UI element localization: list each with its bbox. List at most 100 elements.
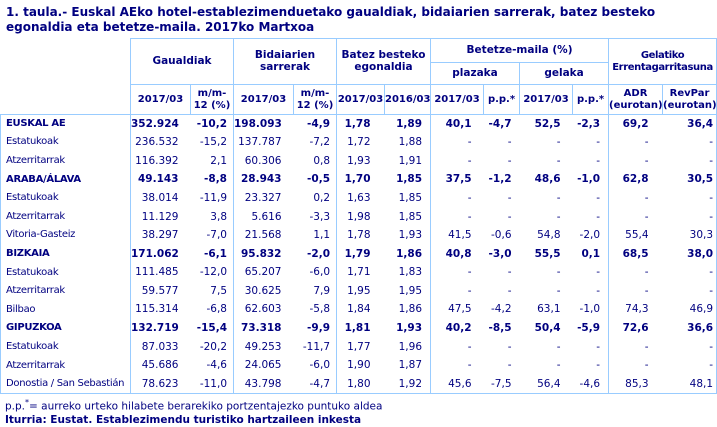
data-cell: -5,9 xyxy=(572,319,610,338)
data-cell: 49.253 xyxy=(244,340,282,353)
data-cell: 45.686 xyxy=(141,359,179,372)
table-row: ARABA/ÁLAVA 49.143 -8,8 28.943 -0,5 1,70 1,85 3… xyxy=(0,170,717,189)
data-cell: -3,0 xyxy=(488,247,512,260)
data-cell: 1,93 xyxy=(384,319,432,338)
data-cell: -6,0 xyxy=(293,263,338,282)
data-cell: 111.485 xyxy=(135,266,179,279)
table-row: EUSKAL AE 352.924 -10,2 198.093 -4,9 1,78 1,89… xyxy=(0,114,717,134)
data-cell: - xyxy=(662,151,717,171)
data-cell: 54,8 xyxy=(537,229,561,242)
data-cell: 1,93 xyxy=(347,154,371,167)
data-cell: 40,8 xyxy=(445,247,472,260)
data-cell: 30.625 xyxy=(244,284,282,297)
column-header: 2017/03 xyxy=(130,84,191,115)
table-row: Atzerritarrak 11.129 3,8 5.616 -3,3 1,98 1,85 -… xyxy=(0,207,717,227)
column-header: p.p.* xyxy=(483,84,521,115)
subgroup-plazaka: plazaka xyxy=(430,62,521,85)
row-label: Estatukoak xyxy=(0,337,131,357)
table-row: Vitoria-Gasteiz 38.297 -7,0 21.568 1,1 1,78 1,… xyxy=(0,226,717,245)
data-cell: - xyxy=(644,266,649,279)
data-cell: - xyxy=(644,340,649,353)
data-cell: - xyxy=(572,281,610,301)
column-header: p.p.* xyxy=(572,84,610,115)
data-cell: 132.719 xyxy=(131,322,179,335)
row-label: Donostia / San Sebastián xyxy=(0,374,131,394)
footnote: p.p.*= aurreko urteko hilabete berarekik… xyxy=(5,397,383,413)
data-cell: 2,1 xyxy=(190,151,234,171)
data-cell: 1,80 xyxy=(336,374,385,394)
data-cell: - xyxy=(556,210,561,223)
data-cell: 1,79 xyxy=(344,247,371,260)
table-row: Atzerritarrak 45.686 -4,6 24.065 -6,0 1,90 1,8… xyxy=(0,356,717,375)
table-row: Atzerritarrak 59.577 7,5 30.625 7,9 1,95 1,95 -… xyxy=(0,281,717,301)
row-label: Estatukoak xyxy=(0,263,131,282)
data-cell: 56,4 xyxy=(519,374,573,394)
data-cell: 60.306 xyxy=(244,154,282,167)
data-cell: -15,2 xyxy=(190,133,234,152)
data-cell: - xyxy=(644,191,649,204)
data-cell: - xyxy=(507,284,512,297)
data-cell: 37,5 xyxy=(445,173,472,186)
data-cell: -2,3 xyxy=(572,114,610,134)
data-cell: - xyxy=(644,210,649,223)
data-cell: - xyxy=(507,359,512,372)
data-cell: 3,8 xyxy=(190,207,234,227)
data-cell: 1,78 xyxy=(344,117,371,130)
column-header: 2017/03 xyxy=(336,84,386,115)
table-row: GIPUZKOA 132.719 -15,4 73.318 -9,9 1,81 1,93 40… xyxy=(0,319,717,338)
data-cell: 1,87 xyxy=(384,356,432,375)
column-header: 2017/03 xyxy=(430,84,485,115)
table-footer: p.p.*= aurreko urteko hilabete berarekik… xyxy=(0,394,717,427)
data-cell: 0,2 xyxy=(293,188,338,208)
data-cell: 1,85 xyxy=(384,207,432,227)
row-label: Vitoria-Gasteiz xyxy=(0,226,131,245)
data-cell: -4,9 xyxy=(293,114,338,134)
data-cell: 46,9 xyxy=(662,300,717,320)
row-label: Estatukoak xyxy=(0,133,131,152)
col-group-gaualdiak: Gaualdiak xyxy=(130,38,234,85)
data-cell: - xyxy=(556,136,561,149)
data-cell: -8,5 xyxy=(488,322,512,335)
data-cell: 1,78 xyxy=(347,229,371,242)
data-cell: - xyxy=(644,284,649,297)
data-cell: - xyxy=(556,340,561,353)
table-row: Atzerritarrak 116.392 2,1 60.306 0,8 1,93 1,91… xyxy=(0,151,717,171)
data-cell: - xyxy=(507,210,512,223)
data-cell: - xyxy=(662,263,717,282)
data-cell: -3,3 xyxy=(293,207,338,227)
data-cell: - xyxy=(467,266,472,279)
data-cell: - xyxy=(507,191,512,204)
data-cell: -1,0 xyxy=(572,170,610,189)
data-cell: -2,0 xyxy=(572,226,610,245)
data-cell: - xyxy=(572,188,610,208)
data-cell: 116.392 xyxy=(135,154,179,167)
data-cell: - xyxy=(556,359,561,372)
row-label: Atzerritarrak xyxy=(0,151,131,171)
data-cell: 69,2 xyxy=(622,117,649,130)
row-label: Atzerritarrak xyxy=(0,207,131,227)
column-header: RevPar (eurotan) xyxy=(662,84,717,115)
data-cell: 5.616 xyxy=(251,210,282,223)
data-cell: -12,0 xyxy=(190,263,234,282)
data-cell: 38,0 xyxy=(662,244,717,264)
data-cell: - xyxy=(662,356,717,375)
data-cell: 63,1 xyxy=(537,303,561,316)
table-row: BIZKAIA 171.062 -6,1 95.832 -2,0 1,79 1,86 40,8… xyxy=(0,244,717,264)
table-row: Estatukoak 236.532 -15,2 137.787 -7,2 1,72 1,8… xyxy=(0,133,717,152)
data-cell: 45,6 xyxy=(430,374,484,394)
data-cell: -0,6 xyxy=(491,229,512,242)
data-cell: - xyxy=(572,133,610,152)
data-cell: -11,7 xyxy=(293,337,338,357)
data-cell: 65.207 xyxy=(244,266,282,279)
data-cell: - xyxy=(507,340,512,353)
row-label: GIPUZKOA xyxy=(0,319,131,338)
data-cell: - xyxy=(467,154,472,167)
statistics-table: Gaualdiak Bidaiarien sarrerak Batez best… xyxy=(0,38,717,394)
data-cell: - xyxy=(662,188,717,208)
data-cell: 1,90 xyxy=(347,359,371,372)
subgroup-gelaka: gelaka xyxy=(519,62,610,85)
data-cell: 28.943 xyxy=(240,173,282,186)
data-cell: 0,8 xyxy=(293,151,338,171)
data-cell: 62,8 xyxy=(622,173,649,186)
data-cell: 74,3 xyxy=(625,303,649,316)
